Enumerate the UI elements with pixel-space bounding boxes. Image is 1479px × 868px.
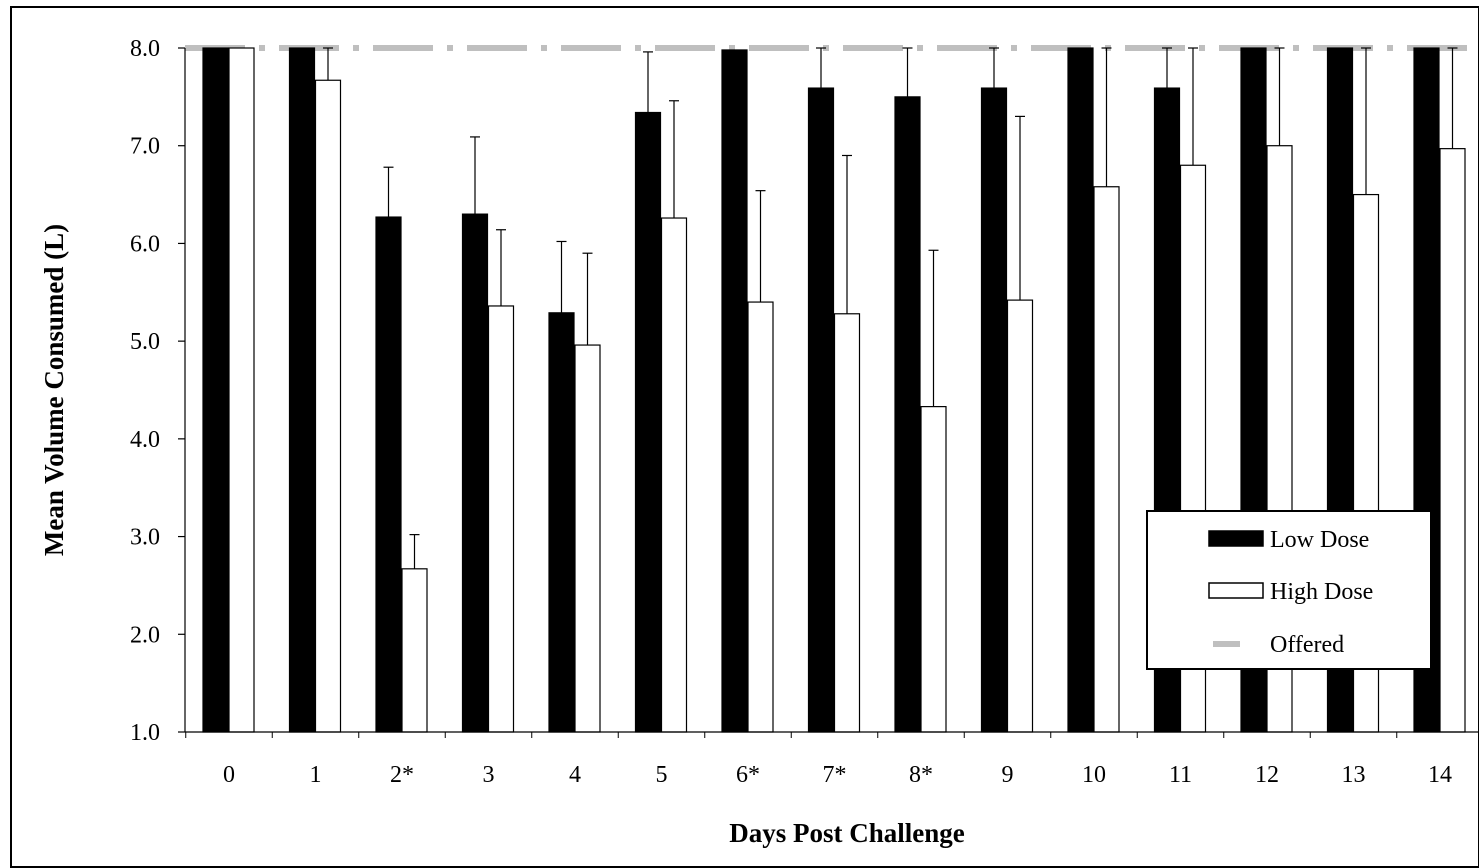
- legend-box: [1146, 510, 1432, 670]
- x-tick-label-5: 5: [656, 762, 668, 788]
- high-dose-bar-5: [660, 217, 688, 733]
- x-tick-label-13: 13: [1342, 762, 1366, 788]
- legend-label-1: High Dose: [1270, 579, 1373, 605]
- x-tick-label-12: 12: [1255, 762, 1279, 788]
- high-dose-bar-1: [314, 79, 342, 733]
- x-tick-label-4: 4: [569, 762, 581, 788]
- x-axis-title: Days Post Challenge: [729, 818, 965, 848]
- x-tick-label-6: 6*: [736, 762, 760, 788]
- y-tick-label-6: 7.0: [130, 134, 160, 160]
- low-dose-bar-5: [634, 111, 662, 733]
- high-dose-bar-6: [747, 301, 774, 733]
- low-dose-bar-6: [721, 49, 748, 733]
- high-dose-bar-7: [833, 313, 861, 733]
- x-tick-label-3: 3: [483, 762, 495, 788]
- y-axis-title: Mean Volume Consumed (L): [39, 224, 69, 556]
- low-dose-bar-9: [980, 87, 1008, 733]
- x-tick-label-1: 1: [310, 762, 322, 788]
- y-tick-label-7: 8.0: [130, 36, 160, 62]
- low-dose-bar-3: [461, 213, 489, 733]
- low-dose-bar-0: [202, 47, 229, 733]
- x-tick-label-14: 14: [1428, 762, 1452, 788]
- high-dose-bar-8: [920, 406, 947, 733]
- high-dose-bar-4: [574, 344, 601, 733]
- legend: Low Dose High Dose Offered: [1146, 510, 1432, 670]
- x-tick-label-0: 0: [223, 762, 235, 788]
- legend-label-0: Low Dose: [1270, 527, 1369, 553]
- high-dose-bar-9: [1006, 299, 1034, 733]
- y-tick-label-3: 4.0: [130, 427, 160, 453]
- low-dose-bar-2: [375, 216, 402, 733]
- y-tick-label-0: 1.0: [130, 720, 160, 746]
- x-tick-label-2: 2*: [390, 762, 414, 788]
- y-tick-label-2: 3.0: [130, 525, 160, 551]
- low-dose-bar-8: [894, 96, 921, 733]
- high-dose-bar-10: [1093, 186, 1120, 733]
- y-tick-label-4: 5.0: [130, 329, 160, 355]
- low-dose-bar-4: [548, 312, 575, 733]
- x-tick-label-7: 7*: [823, 762, 847, 788]
- high-dose-bar-0: [228, 47, 255, 733]
- legend-label-2: Offered: [1270, 632, 1344, 658]
- x-tick-label-8: 8*: [909, 762, 933, 788]
- x-tick-label-9: 9: [1002, 762, 1014, 788]
- low-dose-bar-10: [1067, 47, 1094, 733]
- x-tick-label-11: 11: [1169, 762, 1192, 788]
- high-dose-bar-2: [401, 568, 428, 733]
- low-dose-bar-7: [807, 87, 835, 733]
- high-dose-bar-14: [1439, 148, 1466, 733]
- y-tick-label-5: 6.0: [130, 231, 160, 257]
- legend-swatch-0: [1208, 530, 1264, 547]
- x-tick-label-10: 10: [1082, 762, 1106, 788]
- high-dose-bar-3: [487, 305, 515, 733]
- legend-swatch-1: [1208, 582, 1264, 599]
- low-dose-bar-1: [288, 47, 316, 733]
- y-tick-label-1: 2.0: [130, 622, 160, 648]
